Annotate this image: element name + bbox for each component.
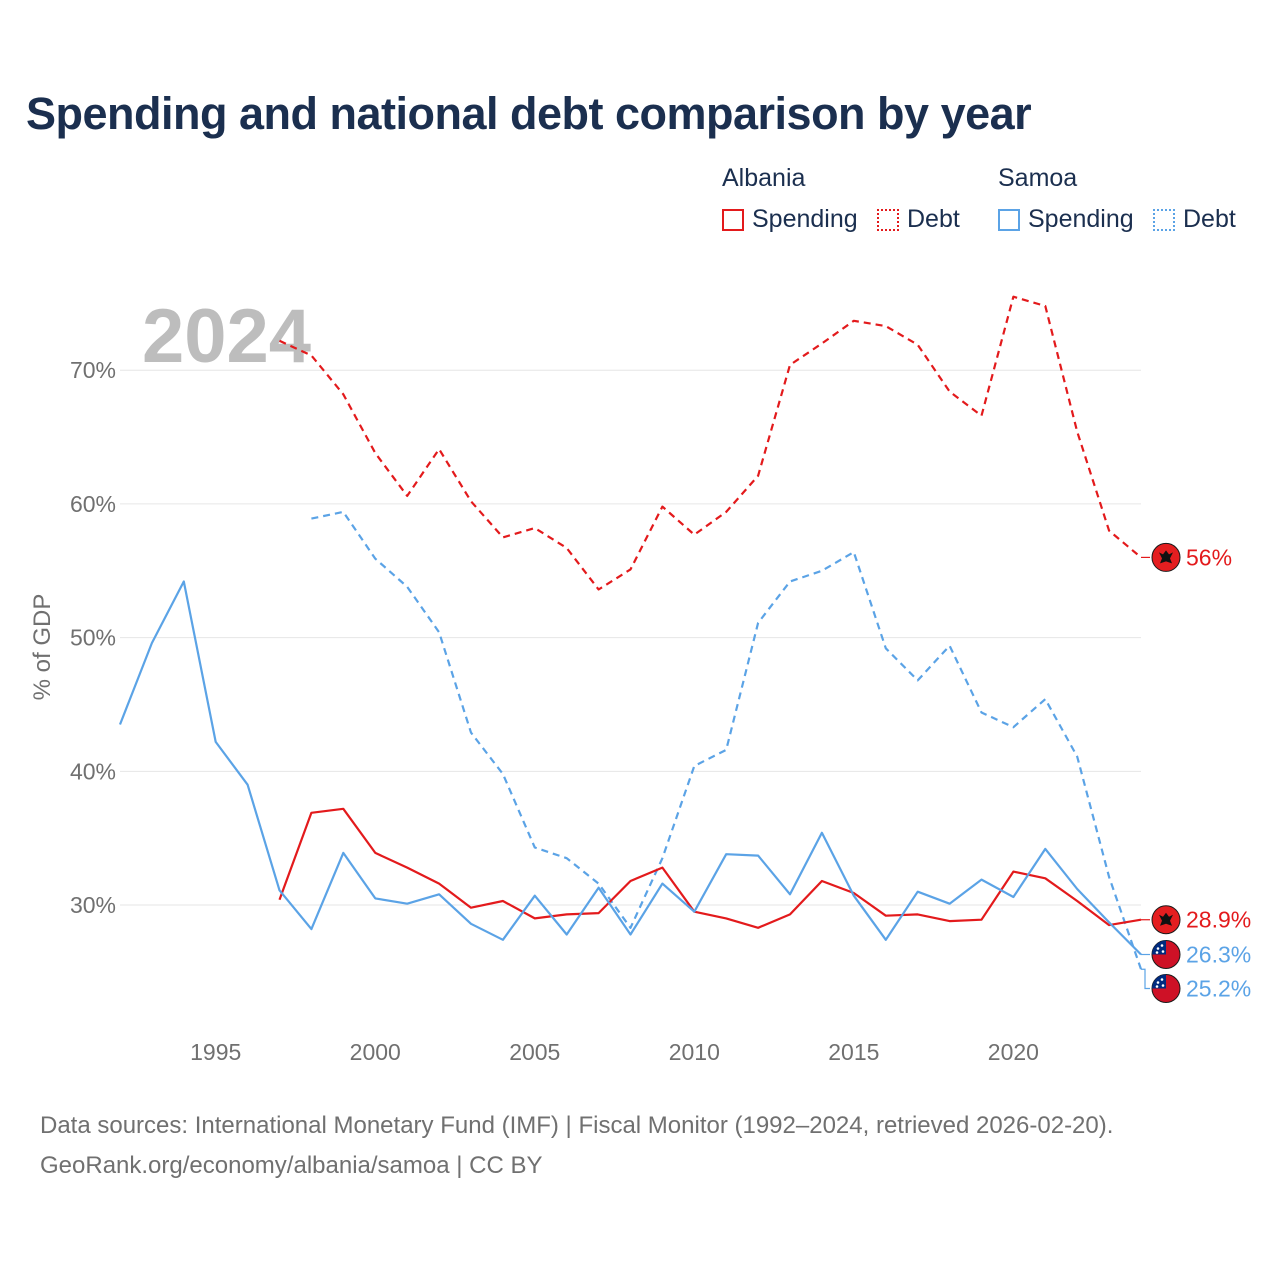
legend-item-albania-debt[interactable]: Debt (877, 205, 960, 234)
legend-item-samoa-spending[interactable]: Spending (998, 205, 1134, 234)
y-tick-label: 30% (70, 892, 116, 918)
legend-label-samoa-spending: Spending (1028, 205, 1134, 233)
flag-icon-albania (1151, 905, 1181, 935)
legend-swatch-samoa-debt (1153, 208, 1175, 231)
end-value-label-samoa-spending: 26.3% (1186, 942, 1251, 968)
sources-block: Data sources: International Monetary Fun… (40, 1106, 1113, 1186)
series-line-albania-spending (278, 807, 1142, 929)
year-watermark: 2024 (142, 294, 311, 379)
end-label-layer: 56% 28.9% 26.3% 25.2% (1141, 542, 1251, 1004)
series-line-samoa-debt (311, 510, 1143, 970)
end-connector-samoa-debt (1141, 968, 1150, 990)
x-tick-label: 2010 (669, 1039, 720, 1065)
flag-icon-albania (1151, 542, 1181, 572)
legend-title-albania: Albania (722, 164, 806, 192)
end-value-label-albania-spending: 28.9% (1186, 907, 1251, 933)
legend-item-samoa-debt[interactable]: Debt (1153, 205, 1236, 234)
y-tick-label: 40% (70, 758, 116, 784)
chart-title: Spending and national debt comparison by… (26, 88, 1032, 139)
legend-label-albania-spending: Spending (752, 205, 858, 233)
credit-text[interactable]: GeoRank.org/economy/albania/samoa | CC B… (40, 1152, 543, 1179)
y-axis-label: % of GDP (29, 594, 56, 701)
legend-item-albania-spending[interactable]: Spending (722, 205, 858, 234)
y-tick-label: 70% (70, 357, 116, 383)
legend-title-samoa: Samoa (998, 164, 1078, 192)
x-tick-label: 2000 (350, 1039, 401, 1065)
legend-swatch-albania-debt (877, 208, 899, 231)
series-line-samoa-spending (118, 580, 1142, 956)
y-tick-label: 50% (70, 625, 116, 651)
x-tick-label: 2005 (509, 1039, 560, 1065)
x-tick-label: 1995 (190, 1039, 241, 1065)
legend-label-albania-debt: Debt (907, 205, 960, 233)
sources-text: Data sources: International Monetary Fun… (40, 1112, 1114, 1139)
series-line-albania-debt (279, 295, 1142, 591)
x-tick-label: 2015 (828, 1039, 879, 1065)
series-layer (118, 295, 1143, 970)
end-value-label-samoa-debt: 25.2% (1186, 976, 1251, 1002)
y-tick-label: 60% (70, 491, 116, 517)
flag-icon-samoa (1151, 974, 1181, 1004)
axis-layer: 30% 40% 50% 60% 70% 1995 2000 2005 2010 2015 2020 (70, 357, 1039, 1065)
x-tick-label: 2020 (988, 1039, 1039, 1065)
grid-layer (120, 369, 1141, 906)
flag-icon-samoa (1151, 940, 1181, 970)
legend-label-samoa-debt: Debt (1183, 205, 1236, 233)
end-value-label-albania-debt: 56% (1186, 544, 1232, 570)
legend-swatch-samoa-spending (998, 208, 1020, 231)
legend-swatch-albania-spending (722, 208, 744, 231)
